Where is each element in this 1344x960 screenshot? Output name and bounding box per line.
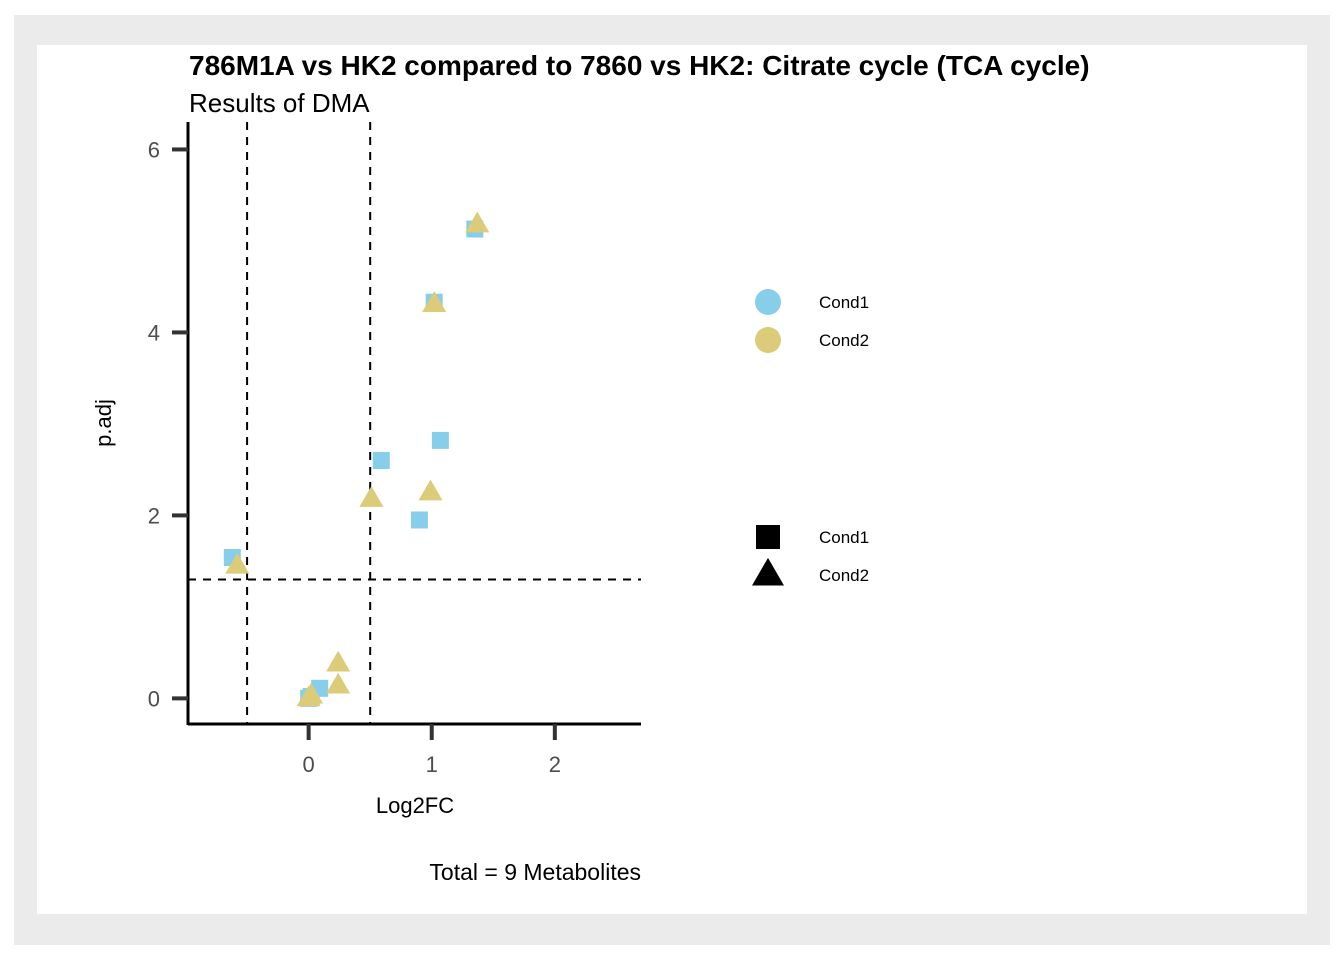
y-tick-label: 2 [148, 503, 160, 528]
chart-caption: Total = 9 Metabolites [429, 859, 641, 885]
data-point-cond1 [431, 431, 449, 449]
chart-title: 786M1A vs HK2 compared to 7860 vs HK2: C… [189, 50, 1090, 81]
data-point-cond1 [410, 511, 428, 529]
legend-shape: Cond1 Cond2 [752, 525, 869, 586]
y-tick-label: 4 [148, 320, 160, 345]
x-ticks: 0 1 2 [303, 724, 561, 777]
data-point-cond2 [465, 211, 490, 233]
y-ticks: 0 2 4 6 [148, 137, 188, 711]
y-tick-label: 0 [148, 686, 160, 711]
data-point-cond2 [422, 291, 447, 312]
plot-panel [37, 45, 1307, 914]
legend-color-key-cond1 [755, 289, 781, 315]
data-point-cond1 [372, 452, 390, 470]
data-point-cond2 [296, 685, 321, 707]
threshold-lines [188, 122, 641, 724]
legend-color-key-cond2 [755, 327, 781, 353]
data-point-cond2 [326, 672, 351, 694]
data-point-cond2 [359, 486, 384, 507]
legend-shape-key-cond2 [752, 557, 784, 586]
y-tick-label: 6 [148, 137, 160, 162]
legend-shape-label: Cond1 [819, 528, 869, 547]
chart-subtitle: Results of DMA [189, 88, 370, 118]
x-axis-label: Log2FC [376, 793, 454, 818]
legend-shape-label: Cond2 [819, 566, 869, 585]
y-axis-label: p.adj [91, 399, 116, 447]
legend-shape-key-cond1 [756, 525, 780, 549]
data-point-cond2 [326, 650, 351, 672]
x-tick-label: 0 [303, 752, 315, 777]
x-tick-label: 1 [426, 752, 438, 777]
legend-color: Cond1 Cond2 [755, 289, 869, 353]
data-point-cond2 [225, 552, 250, 574]
data-point-cond2 [418, 479, 443, 501]
axes [186, 122, 641, 726]
legend-color-label: Cond2 [819, 331, 869, 350]
data-points [223, 211, 490, 707]
x-tick-label: 2 [549, 752, 561, 777]
legend-color-label: Cond1 [819, 293, 869, 312]
